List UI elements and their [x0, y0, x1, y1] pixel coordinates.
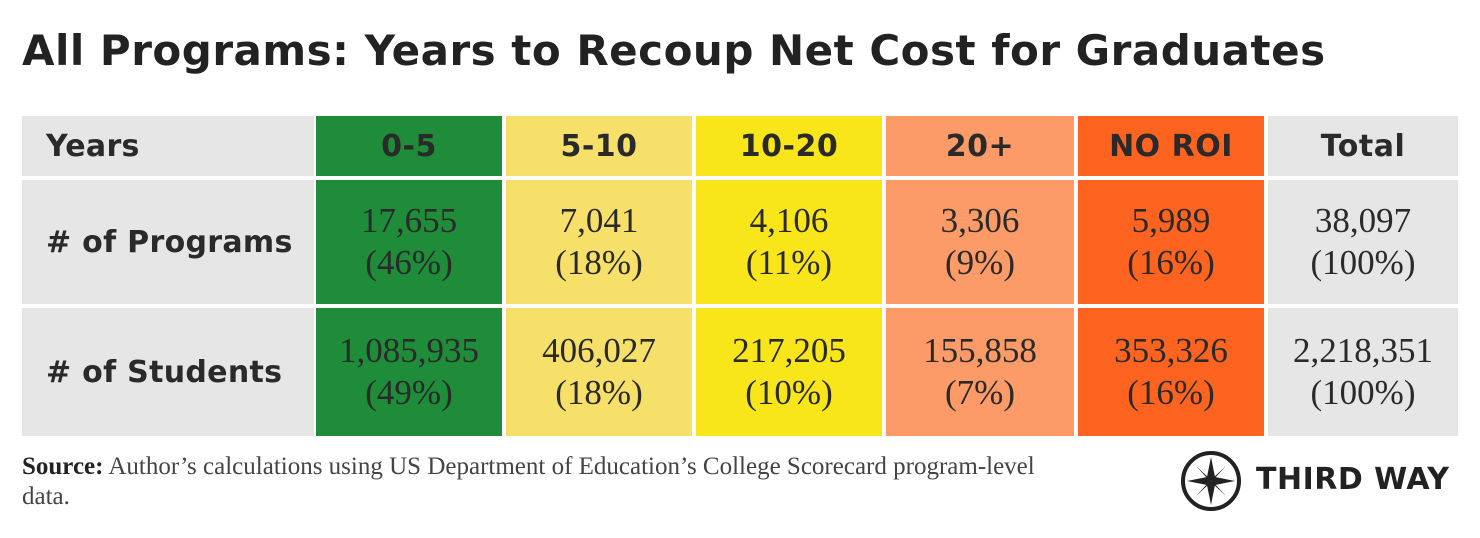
logo-text: THIRD WAY: [1256, 462, 1450, 497]
header-cell: 10-20: [696, 116, 882, 176]
source-note: Source: Author’s calculations using US D…: [22, 452, 1042, 512]
cell-value: 2,218,351: [1293, 331, 1433, 370]
header-label: NO ROI: [1109, 128, 1233, 164]
chart-title: All Programs: Years to Recoup Net Cost f…: [22, 26, 1326, 75]
data-cell: 4,106 (11%): [696, 180, 882, 304]
cell-value: 5,989: [1131, 201, 1211, 240]
header-cell: Years: [22, 116, 314, 176]
cell-value: 353,326: [1114, 331, 1228, 370]
cell-value: 7,041: [559, 201, 639, 240]
cell-percent: (18%): [555, 373, 643, 412]
data-cell: 5,989 (16%): [1078, 180, 1264, 304]
header-cell: 20+: [886, 116, 1074, 176]
cell-value: 4,106: [749, 201, 829, 240]
data-cell: 17,655 (46%): [316, 180, 502, 304]
data-cell: 353,326 (16%): [1078, 308, 1264, 436]
header-cell: 5-10: [506, 116, 692, 176]
cell-percent: (16%): [1127, 243, 1215, 282]
cell-value: 3,306: [940, 201, 1020, 240]
data-cell: 1,085,935 (49%): [316, 308, 502, 436]
header-cell: Total: [1268, 116, 1458, 176]
data-cell: 3,306 (9%): [886, 180, 1074, 304]
data-cell: 406,027 (18%): [506, 308, 692, 436]
row-label-cell: # of Programs: [22, 180, 314, 304]
header-label: 0-5: [381, 128, 437, 164]
header-label: Years: [46, 128, 140, 164]
cell-percent: (9%): [945, 243, 1015, 282]
compass-icon: [1181, 451, 1241, 511]
header-label: 5-10: [560, 128, 638, 164]
data-cell: 38,097 (100%): [1268, 180, 1458, 304]
third-way-logo: THIRD WAY: [1180, 450, 1460, 512]
cell-percent: (46%): [365, 243, 453, 282]
cell-value: 155,858: [923, 331, 1037, 370]
header-label: Total: [1320, 128, 1406, 164]
row-label: # of Programs: [46, 224, 293, 260]
row-label: # of Students: [46, 354, 283, 390]
cell-value: 406,027: [542, 331, 656, 370]
data-cell: 217,205 (10%): [696, 308, 882, 436]
header-cell: 0-5: [316, 116, 502, 176]
cell-value: 1,085,935: [339, 331, 479, 370]
cell-percent: (7%): [945, 373, 1015, 412]
cell-percent: (18%): [555, 243, 643, 282]
data-cell: 7,041 (18%): [506, 180, 692, 304]
cell-percent: (100%): [1310, 373, 1416, 412]
header-label: 10-20: [739, 128, 839, 164]
cell-percent: (11%): [745, 243, 833, 282]
row-label-cell: # of Students: [22, 308, 314, 436]
data-cell: 155,858 (7%): [886, 308, 1074, 436]
source-label: Source:: [22, 453, 104, 480]
cell-percent: (16%): [1127, 373, 1215, 412]
cell-value: 217,205: [732, 331, 846, 370]
cell-percent: (10%): [745, 373, 833, 412]
cell-value: 38,097: [1314, 201, 1412, 240]
header-label: 20+: [945, 128, 1015, 164]
data-table: Years 0-5 5-10 10-20 20+ NO ROI Total # of Prog…: [22, 116, 1458, 436]
cell-percent: (49%): [365, 373, 453, 412]
source-text: Author’s calculations using US Departmen…: [22, 453, 1035, 510]
cell-value: 17,655: [360, 201, 458, 240]
cell-percent: (100%): [1310, 243, 1416, 282]
data-cell: 2,218,351 (100%): [1268, 308, 1458, 436]
header-cell: NO ROI: [1078, 116, 1264, 176]
